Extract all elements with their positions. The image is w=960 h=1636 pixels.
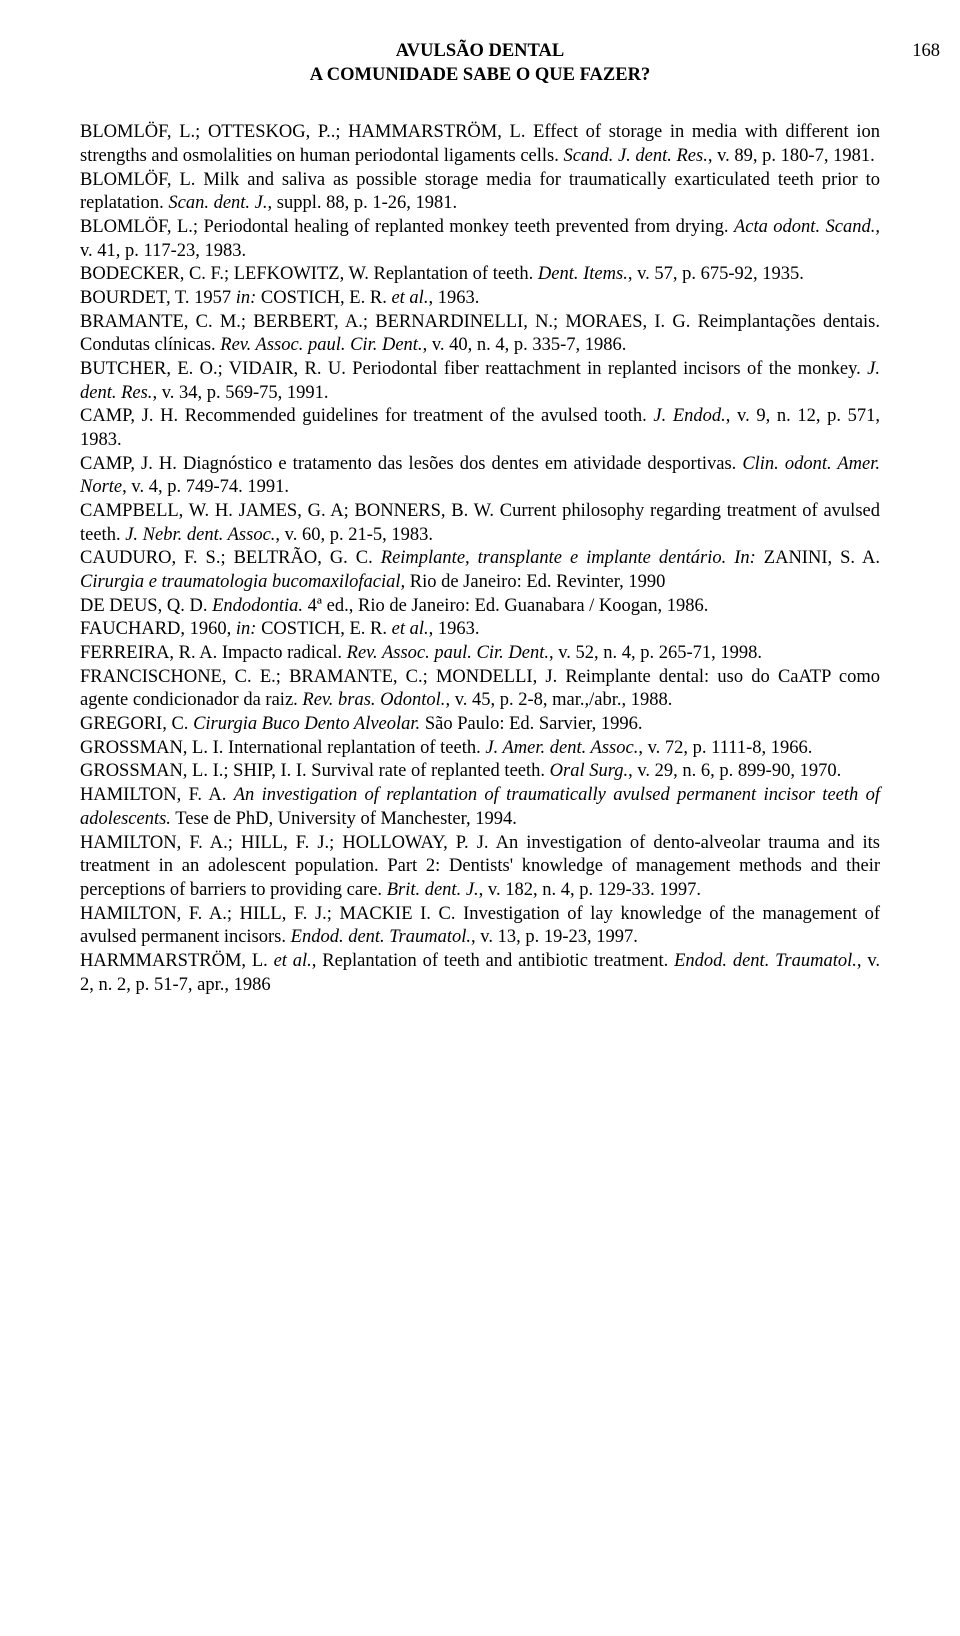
reference-entry: BODECKER, C. F.; LEFKOWITZ, W. Replantat… — [80, 263, 880, 287]
reference-entry: CAMP, J. H. Recommended guidelines for t… — [80, 405, 880, 452]
reference-entry: GREGORI, C. Cirurgia Buco Dento Alveolar… — [80, 713, 880, 737]
reference-entry: CAMPBELL, W. H. JAMES, G. A; BONNERS, B.… — [80, 500, 880, 547]
reference-entry: GROSSMAN, L. I.; SHIP, I. I. Survival ra… — [80, 760, 880, 784]
reference-entry: HARMMARSTRÖM, L. et al., Replantation of… — [80, 950, 880, 997]
reference-entry: BUTCHER, E. O.; VIDAIR, R. U. Periodonta… — [80, 358, 880, 405]
reference-entry: BLOMLÖF, L. Milk and saliva as possible … — [80, 169, 880, 216]
reference-entry: FERREIRA, R. A. Impacto radical. Rev. As… — [80, 642, 880, 666]
reference-entry: CAUDURO, F. S.; BELTRÃO, G. C. Reimplant… — [80, 547, 880, 594]
header-subtitle: A COMUNIDADE SABE O QUE FAZER? — [80, 64, 880, 88]
reference-entry: HAMILTON, F. A.; HILL, F. J.; HOLLOWAY, … — [80, 832, 880, 903]
page-header: AVULSÃO DENTAL A COMUNIDADE SABE O QUE F… — [80, 40, 880, 87]
reference-entry: BLOMLÖF, L.; OTTESKOG, P..; HAMMARSTRÖM,… — [80, 121, 880, 168]
reference-entry: DE DEUS, Q. D. Endodontia. 4ª ed., Rio d… — [80, 595, 880, 619]
reference-entry: BRAMANTE, C. M.; BERBERT, A.; BERNARDINE… — [80, 311, 880, 358]
references-list: BLOMLÖF, L.; OTTESKOG, P..; HAMMARSTRÖM,… — [80, 121, 880, 997]
reference-entry: BOURDET, T. 1957 in: COSTICH, E. R. et a… — [80, 287, 880, 311]
page-number: 168 — [912, 40, 940, 64]
reference-entry: HAMILTON, F. A.; HILL, F. J.; MACKIE I. … — [80, 903, 880, 950]
reference-entry: HAMILTON, F. A. An investigation of repl… — [80, 784, 880, 831]
header-title: AVULSÃO DENTAL — [80, 40, 880, 64]
reference-entry: GROSSMAN, L. I. International replantati… — [80, 737, 880, 761]
reference-entry: BLOMLÖF, L.; Periodontal healing of repl… — [80, 216, 880, 263]
reference-entry: FRANCISCHONE, C. E.; BRAMANTE, C.; MONDE… — [80, 666, 880, 713]
reference-entry: CAMP, J. H. Diagnóstico e tratamento das… — [80, 453, 880, 500]
reference-entry: FAUCHARD, 1960, in: COSTICH, E. R. et al… — [80, 618, 880, 642]
